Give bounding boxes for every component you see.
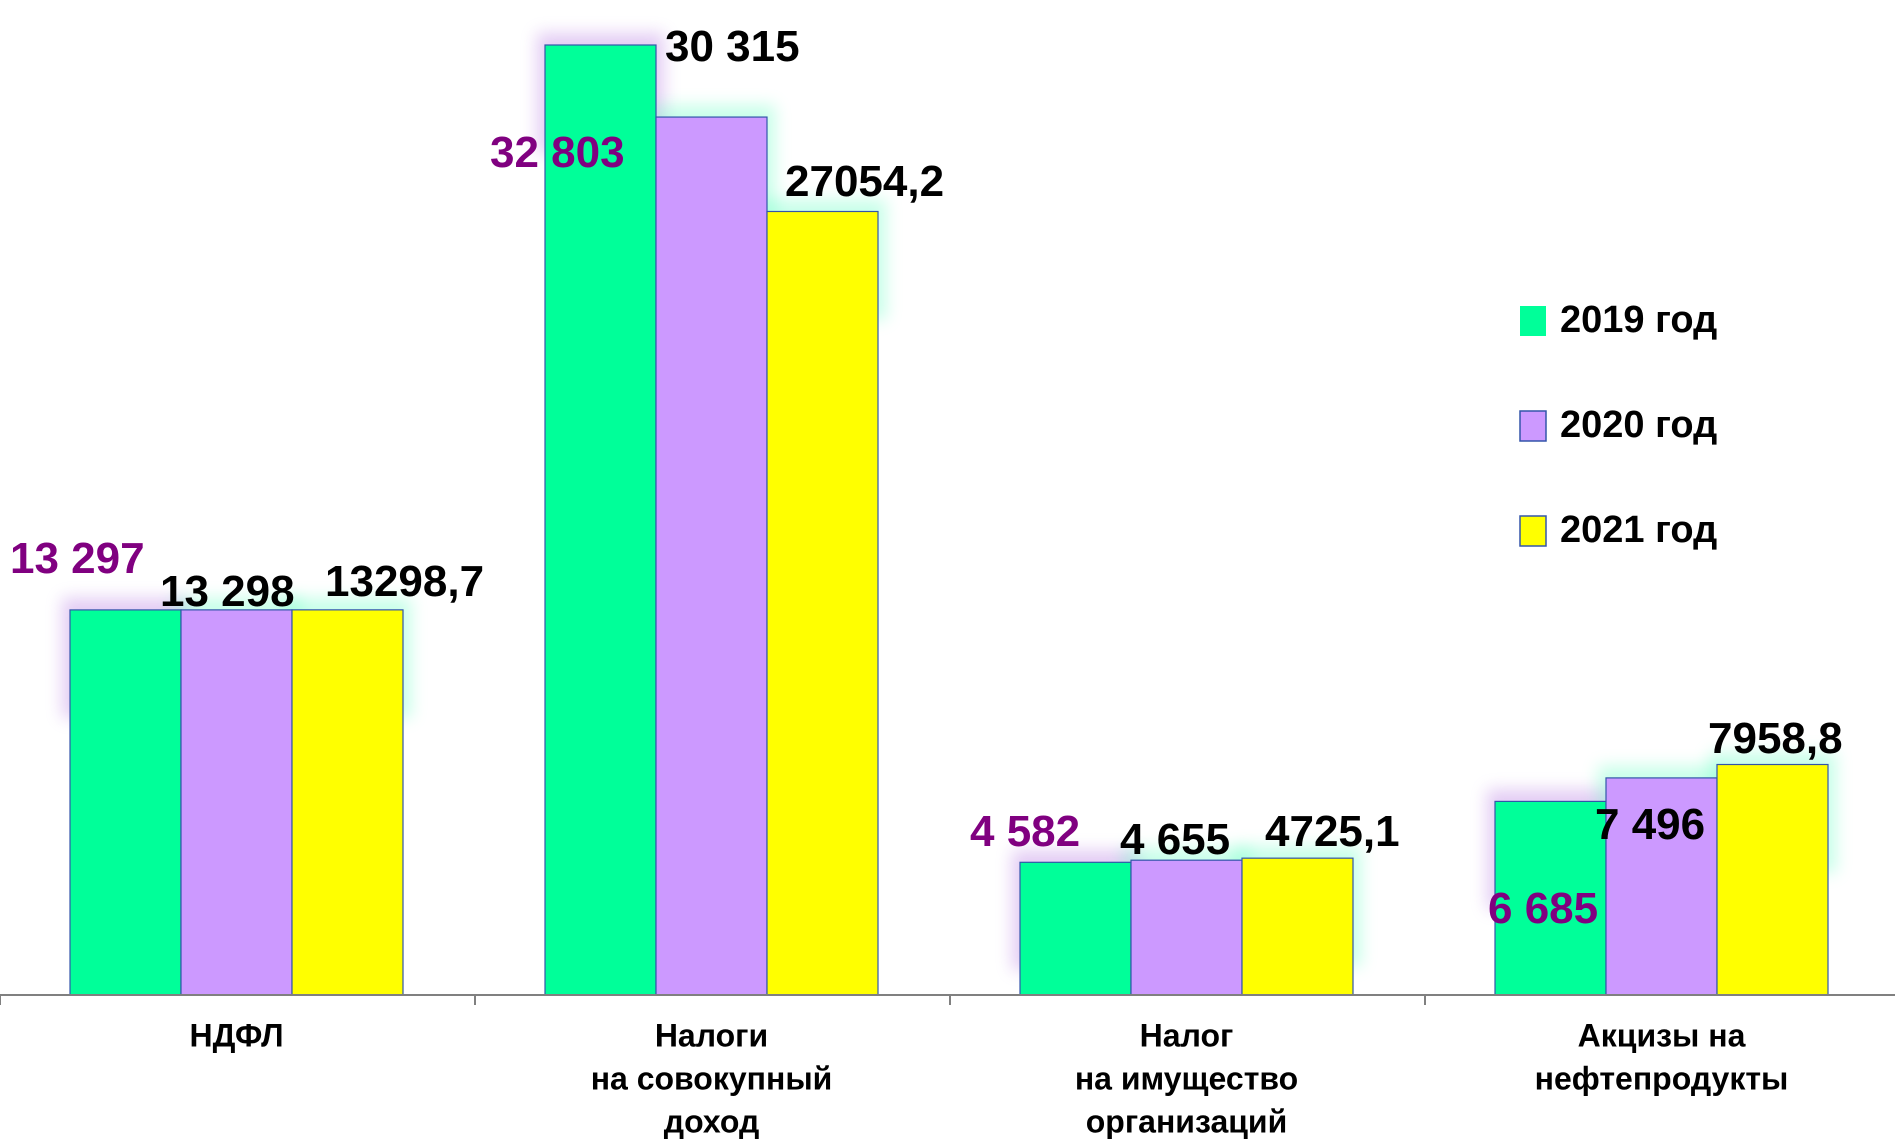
legend-label: 2020 год [1560, 404, 1717, 446]
data-label: 4 655 [1120, 815, 1230, 864]
data-label: 27054,2 [785, 157, 944, 206]
data-label: 30 315 [665, 22, 800, 71]
bar-2019-год-cat-1 [544, 44, 657, 996]
category-label: Налоги [655, 1017, 768, 1053]
bar-2020-год-cat-1 [655, 116, 768, 996]
legend-swatch [1520, 306, 1546, 336]
bar-2020-год-cat-3 [1605, 777, 1718, 996]
data-label: 13 297 [10, 534, 145, 583]
data-label: 13298,7 [325, 557, 484, 606]
legend-swatch [1519, 515, 1547, 547]
category-label: на совокупный [591, 1060, 833, 1096]
bar-2021-год-cat-3 [1716, 763, 1829, 996]
bar-2019-год-cat-0 [69, 609, 182, 996]
category-label: организаций [1086, 1103, 1288, 1139]
bar-2020-год-cat-0 [180, 609, 293, 996]
data-label: 4725,1 [1265, 807, 1400, 856]
bar-2019-год-cat-3 [1494, 800, 1607, 996]
category-label: НДФЛ [189, 1017, 283, 1053]
bar-2021-год-cat-1 [766, 210, 879, 996]
legend-label: 2021 год [1560, 509, 1717, 551]
data-label: 13 298 [160, 567, 295, 616]
category-label: доход [664, 1103, 760, 1139]
bar-2019-год-cat-2 [1019, 861, 1132, 996]
category-label: на имущество [1075, 1060, 1298, 1096]
category-label: нефтепродукты [1535, 1060, 1789, 1096]
data-label: 6 685 [1488, 884, 1598, 933]
data-label: 7958,8 [1708, 714, 1843, 763]
bar-2021-год-cat-2 [1241, 857, 1354, 996]
data-label: 4 582 [970, 807, 1080, 856]
bar-2021-год-cat-0 [291, 609, 404, 996]
bar-2020-год-cat-2 [1130, 859, 1243, 996]
category-label: Налог [1140, 1017, 1234, 1053]
category-label: Акцизы на [1578, 1017, 1746, 1053]
legend-label: 2019 год [1560, 299, 1717, 341]
legend-swatch [1519, 410, 1547, 442]
data-label: 7 496 [1595, 800, 1705, 849]
data-label: 32 803 [490, 128, 625, 177]
